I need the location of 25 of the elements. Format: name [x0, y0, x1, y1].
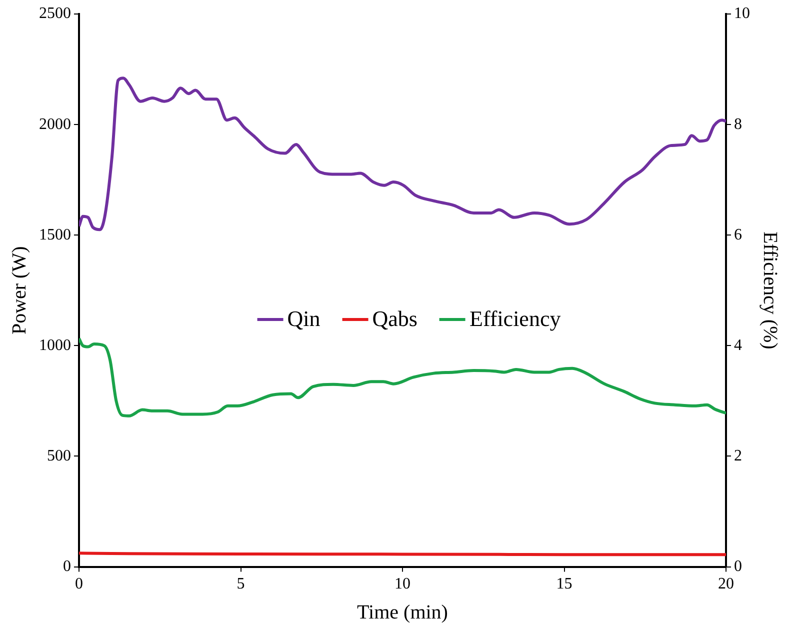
y-tick-label: 500	[47, 447, 71, 464]
y2-tick-label: 8	[734, 116, 742, 133]
x-tick-label: 20	[718, 576, 734, 593]
y2-axis-title: Efficiency (%)	[758, 231, 781, 350]
x-tick-label: 15	[556, 576, 572, 593]
y2-tick-label: 10	[734, 5, 750, 22]
legend-label: Efficiency	[470, 306, 561, 332]
y2-tick-label: 0	[734, 558, 742, 576]
x-tick-label: 10	[394, 576, 410, 593]
y-tick-label: 0	[63, 558, 71, 576]
y2-tick-label: 2	[734, 447, 742, 464]
line-series	[79, 336, 726, 418]
y2-tick-label: 6	[734, 226, 742, 244]
x-axis-title: Time (min)	[357, 601, 448, 624]
y-tick-label: 1000	[39, 336, 71, 354]
y-tick-label: 2500	[39, 5, 71, 22]
y-tick-label: 1500	[39, 226, 71, 244]
legend-label: Qabs	[372, 306, 418, 332]
legend-label: Qin	[287, 306, 320, 332]
x-tick-label: 0	[75, 576, 83, 593]
y-axis-title: Power (W)	[8, 246, 30, 335]
line-series	[79, 76, 726, 232]
y-tick-label: 2000	[39, 116, 71, 133]
y2-tick-label: 4	[734, 336, 742, 354]
x-tick-label: 5	[236, 576, 245, 593]
